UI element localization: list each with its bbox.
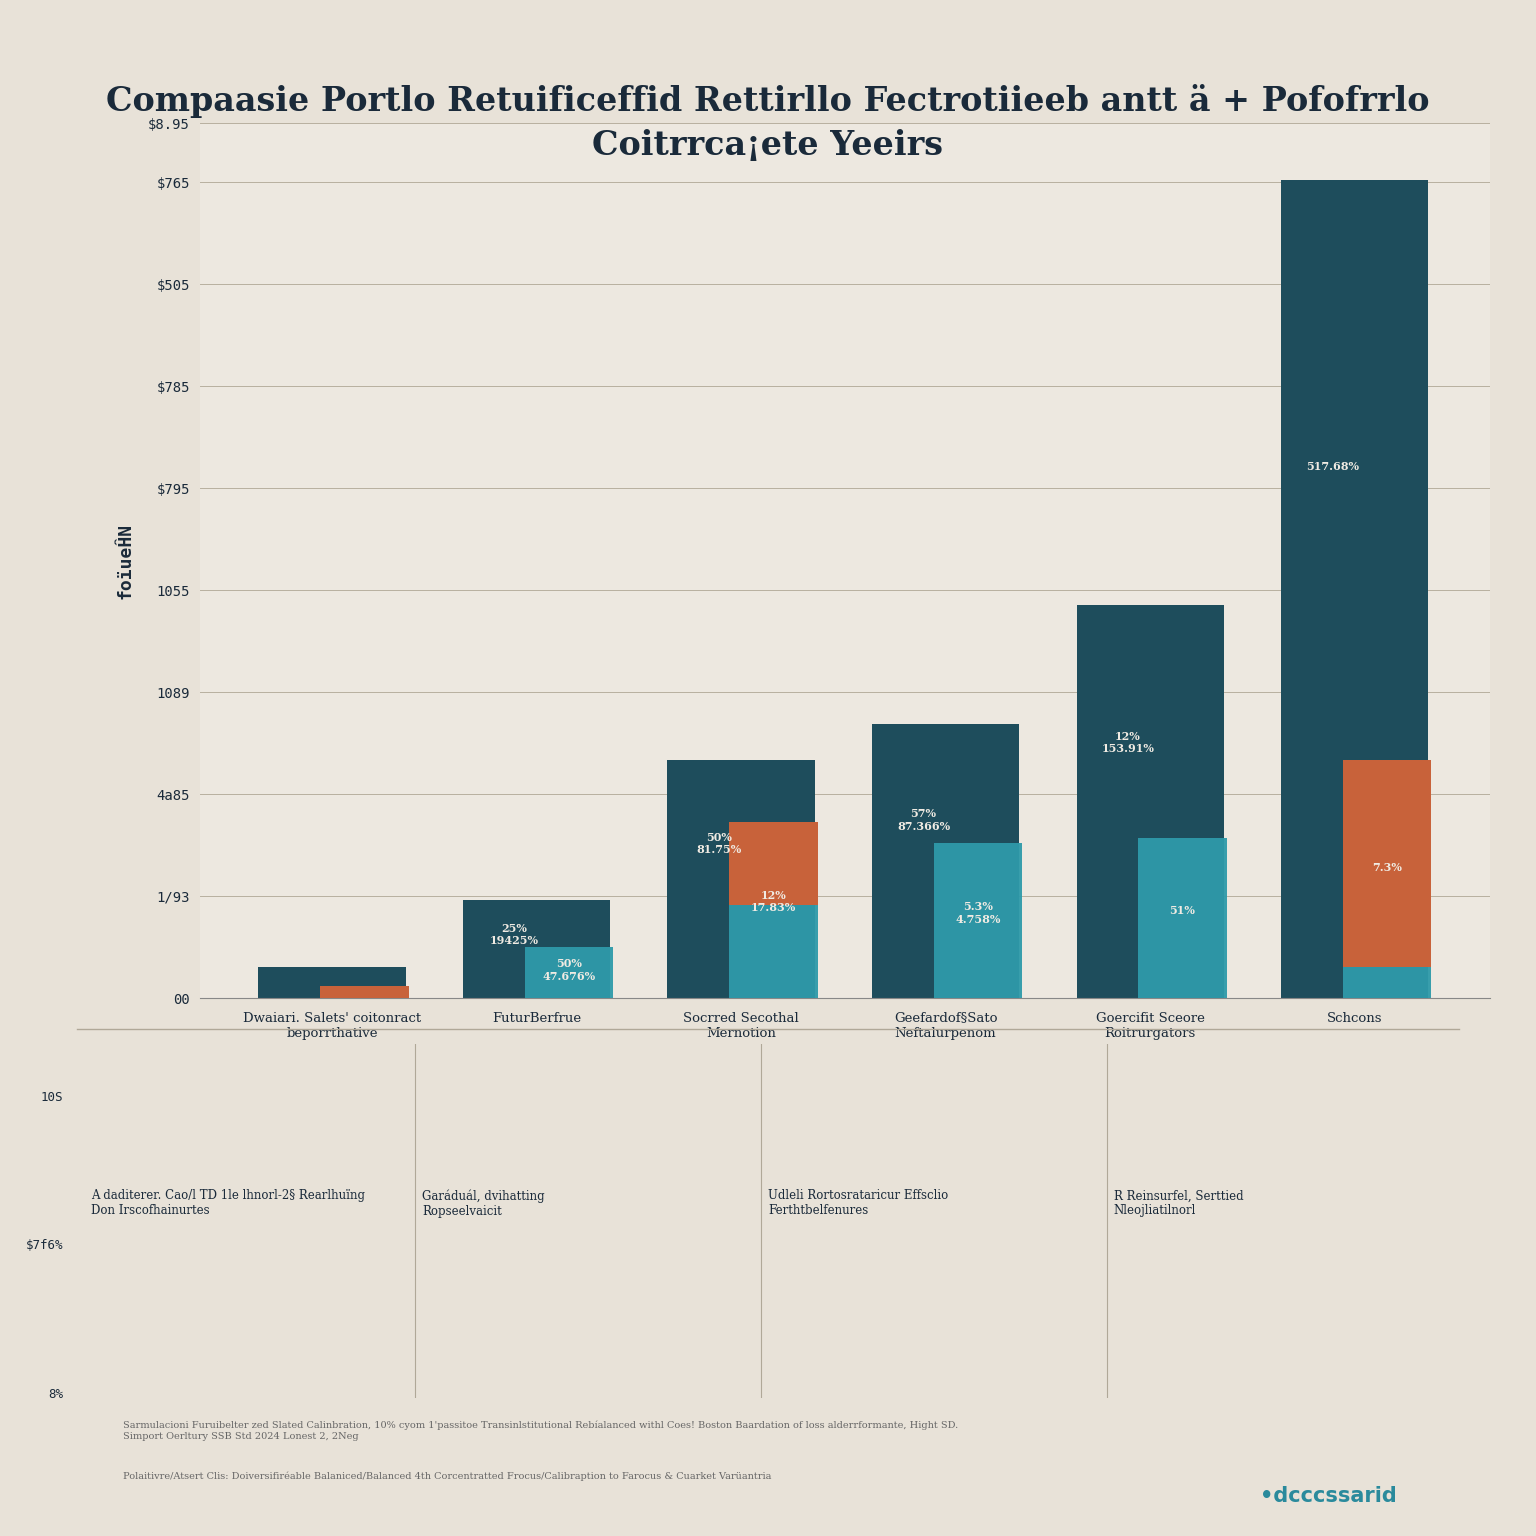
Text: $7f6%: $7f6%	[26, 1240, 63, 1252]
Bar	[730, 822, 817, 998]
Bar	[872, 723, 1020, 998]
Bar	[730, 822, 817, 905]
Bar	[1077, 605, 1224, 998]
Text: R Reinsurfel, Serttied
Nleojliatilnorl: R Reinsurfel, Serttied Nleojliatilnorl	[1114, 1189, 1243, 1218]
Bar	[668, 760, 814, 998]
Bar	[462, 900, 610, 998]
Bar	[934, 843, 1021, 998]
Text: 50%
81.75%: 50% 81.75%	[696, 831, 742, 856]
Text: •dcccssarid: •dcccssarid	[1260, 1487, 1398, 1507]
Text: 7.3%: 7.3%	[1372, 862, 1402, 872]
Bar	[319, 986, 409, 998]
Text: 50%
47.676%: 50% 47.676%	[542, 958, 596, 982]
Text: 12%
153.91%: 12% 153.91%	[1101, 731, 1155, 754]
Bar	[1138, 837, 1227, 998]
Text: Garáduál, dvihatting
Ropseelvaicit: Garáduál, dvihatting Ropseelvaicit	[422, 1189, 545, 1218]
Text: Sarmulacioni Furuibelter zed Slated Calinbration, 10% cyom 1'passitoe Transinlst: Sarmulacioni Furuibelter zed Slated Cali…	[123, 1421, 958, 1441]
Text: 51%: 51%	[1169, 905, 1195, 915]
Text: 517.68%: 517.68%	[1306, 461, 1359, 472]
Text: A daditerer. Cao/l TD 1le lhnorl-2§ Rearlhuïng
Don Irscofhainurtes: A daditerer. Cao/l TD 1le lhnorl-2§ Rear…	[91, 1189, 364, 1218]
Bar	[1281, 180, 1428, 998]
Text: 8%: 8%	[48, 1387, 63, 1401]
Text: 12%
17.83%: 12% 17.83%	[751, 889, 796, 914]
Bar	[1342, 760, 1432, 998]
Bar	[525, 946, 613, 998]
Bar	[319, 986, 409, 998]
Text: 5.3%
4.758%: 5.3% 4.758%	[955, 902, 1000, 925]
Text: Udleli Rortosrataricur Effsclio
Ferthtbelfenures: Udleli Rortosrataricur Effsclio Ferthtbe…	[768, 1189, 948, 1218]
Bar	[258, 968, 406, 998]
Text: Compaasie Portlo Retuificeffid Rettirllo Fectrotiieeb antt ä + Pofofrrlo
Coitrrc: Compaasie Portlo Retuificeffid Rettirllo…	[106, 84, 1430, 161]
Text: Polaitivre/Atsert Clis: Doiversifiréable Balaniced/Balanced 4th Corcentratted Fr: Polaitivre/Atsert Clis: Doiversifiréable…	[123, 1471, 771, 1481]
Bar	[1342, 760, 1432, 968]
Y-axis label: foïueĤN: foïueĤN	[117, 522, 134, 599]
Text: 25%
19425%: 25% 19425%	[490, 923, 539, 946]
Text: 57%
87.366%: 57% 87.366%	[897, 808, 951, 833]
Text: 10S: 10S	[40, 1091, 63, 1104]
